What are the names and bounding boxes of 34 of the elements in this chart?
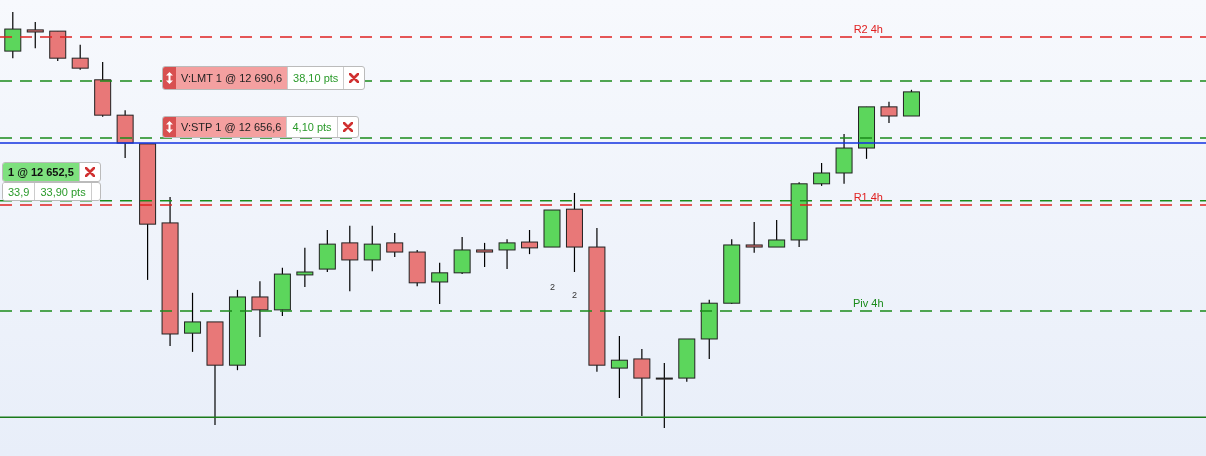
annotation: 1 @ 12 652,5 (3, 163, 80, 181)
ref-line-label: Piv 4h (853, 297, 884, 310)
annotation: 33,9 (3, 183, 36, 200)
candlestick (363, 225, 381, 272)
order-tag: V:LMT 1 @ 12 690,6 38,10 pts (162, 66, 366, 90)
candlestick (341, 225, 359, 292)
candlestick (431, 262, 449, 305)
annotation: V:STP 1 @ 12 656,6 (176, 117, 288, 137)
order-tag: V:STP 1 @ 12 656,6 4,10 pts (162, 116, 359, 138)
ref-line-label: R2 4h (853, 22, 883, 35)
annotation: 38,10 pts (288, 67, 345, 89)
candlestick (768, 219, 786, 248)
candlestick (813, 162, 831, 187)
candlestick (655, 362, 673, 428)
candlestick (521, 229, 539, 255)
candlestick (251, 280, 269, 338)
annotation: V:LMT 1 @ 12 690,6 (176, 67, 289, 89)
candlestick (71, 44, 89, 71)
candlestick (633, 348, 651, 417)
candlestick (498, 238, 516, 270)
candlestick (26, 21, 44, 49)
annotation: 2 (572, 290, 578, 300)
candlestick (386, 232, 404, 258)
candlestick (610, 335, 628, 399)
candlestick (184, 292, 202, 353)
annotation: 33,90 pts (35, 183, 92, 200)
annotation: 2 (550, 282, 556, 292)
candlestick (296, 247, 314, 288)
candlestick (745, 221, 763, 254)
candlestick (4, 12, 22, 59)
candlestick (880, 101, 898, 124)
candlestick (453, 236, 471, 275)
candlestick (476, 242, 494, 268)
annotation: 4,10 pts (287, 117, 338, 137)
